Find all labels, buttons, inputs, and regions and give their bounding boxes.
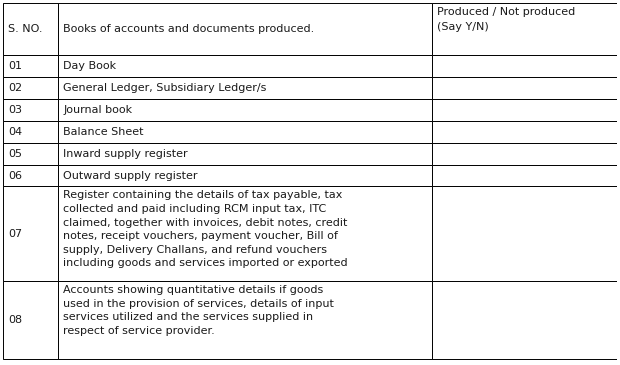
Text: S. NO.: S. NO. [8, 24, 43, 34]
Bar [58, 99, 432, 121]
Bar [432, 99, 617, 121]
Bar [58, 3, 432, 55]
Bar [432, 143, 617, 165]
Bar [432, 281, 617, 359]
Text: Produced / Not produced
(Say Y/N): Produced / Not produced (Say Y/N) [437, 7, 575, 32]
Text: 02: 02 [8, 83, 22, 93]
Text: 04: 04 [8, 127, 22, 137]
Text: 07: 07 [8, 229, 22, 239]
Bar [58, 77, 432, 99]
Text: Balance Sheet: Balance Sheet [63, 127, 144, 137]
Text: Inward supply register: Inward supply register [63, 149, 188, 158]
Bar [3, 187, 58, 281]
Bar [3, 55, 58, 77]
Text: Outward supply register: Outward supply register [63, 170, 198, 181]
Text: 03: 03 [8, 105, 22, 115]
Bar [3, 165, 58, 187]
Text: Books of accounts and documents produced.: Books of accounts and documents produced… [63, 24, 314, 34]
Bar [432, 121, 617, 143]
Bar [3, 77, 58, 99]
Bar [3, 121, 58, 143]
Text: 05: 05 [8, 149, 22, 158]
Bar [58, 55, 432, 77]
Text: General Ledger, Subsidiary Ledger/s: General Ledger, Subsidiary Ledger/s [63, 83, 267, 93]
Bar [432, 165, 617, 187]
Bar [3, 3, 58, 55]
Bar [432, 55, 617, 77]
Bar [58, 143, 432, 165]
Bar [432, 3, 617, 55]
Text: Register containing the details of tax payable, tax
collected and paid including: Register containing the details of tax p… [63, 191, 348, 269]
Bar [432, 187, 617, 281]
Bar [3, 99, 58, 121]
Text: Journal book: Journal book [63, 105, 132, 115]
Text: 01: 01 [8, 61, 22, 71]
Bar [3, 143, 58, 165]
Text: 08: 08 [8, 315, 22, 325]
Text: Day Book: Day Book [63, 61, 117, 71]
Bar [432, 77, 617, 99]
Bar [58, 281, 432, 359]
Bar [58, 121, 432, 143]
Text: Accounts showing quantitative details if goods
used in the provision of services: Accounts showing quantitative details if… [63, 285, 334, 336]
Bar [58, 187, 432, 281]
Text: 06: 06 [8, 170, 22, 181]
Bar [3, 281, 58, 359]
Bar [58, 165, 432, 187]
